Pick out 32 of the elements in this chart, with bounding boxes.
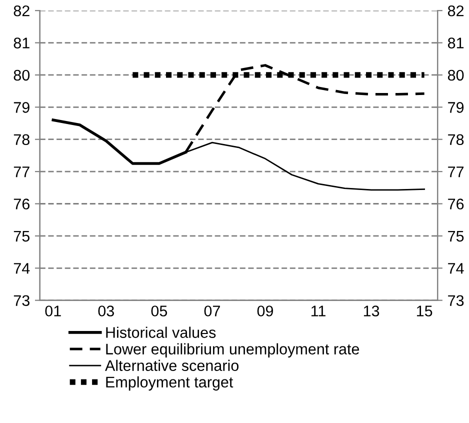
- x-tick-label: 07: [204, 306, 220, 316]
- y2-tick-label: 81: [448, 38, 464, 48]
- legend-label: Employment target: [106, 376, 234, 391]
- y-tick-label: 79: [14, 102, 30, 113]
- y2-tick-label: 76: [448, 198, 464, 210]
- y-tick-label: 78: [14, 134, 30, 146]
- y2-tick-label: 78: [448, 134, 464, 146]
- y-tick-label: 81: [14, 38, 30, 48]
- y-tick-label: 80: [14, 70, 30, 81]
- y2-tick-label: 73: [448, 295, 464, 306]
- x-tick-label: 01: [45, 306, 61, 316]
- x-tick-label: 15: [416, 306, 432, 316]
- y-tick-label: 77: [14, 166, 30, 178]
- legend-label: Historical values: [106, 326, 216, 338]
- y2-tick-label: 82: [448, 5, 464, 16]
- x-tick-label: 05: [151, 306, 168, 316]
- y-tick-label: 75: [14, 230, 30, 242]
- x-tick-label: 13: [364, 306, 380, 316]
- x-tick-label: 09: [257, 306, 274, 316]
- y-tick-label: 82: [14, 5, 30, 16]
- legend-label: Alternative scenario: [105, 360, 239, 372]
- y2-tick-label: 77: [448, 166, 464, 178]
- x-tick-label: 11: [311, 306, 326, 316]
- y-tick-label: 73: [14, 295, 30, 306]
- y2-tick-label: 80: [448, 70, 464, 81]
- x-tick-label: 03: [98, 306, 114, 316]
- y2-tick-label: 74: [448, 263, 464, 274]
- y-tick-label: 76: [14, 198, 30, 210]
- y2-tick-label: 75: [448, 230, 464, 242]
- legend-label: Lower equilibrium unemployment rate: [106, 343, 360, 358]
- y2-tick-label: 79: [448, 102, 464, 113]
- y-tick-label: 74: [14, 263, 30, 274]
